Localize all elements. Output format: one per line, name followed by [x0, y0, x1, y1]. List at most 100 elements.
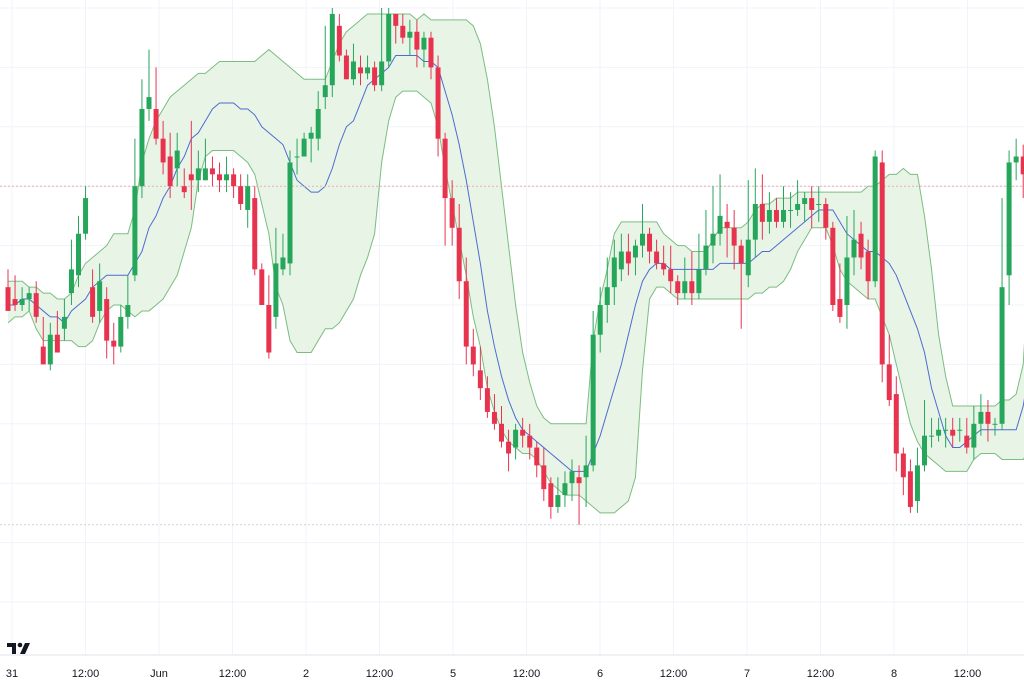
candle-body [111, 341, 116, 347]
candle[interactable] [443, 133, 448, 246]
candle[interactable] [894, 376, 899, 471]
candle-body [407, 32, 412, 38]
candle-body [20, 299, 25, 305]
candle[interactable] [703, 210, 708, 275]
candle-body [978, 412, 983, 424]
candle[interactable] [830, 222, 835, 311]
candle-body [633, 246, 638, 258]
candle-body [351, 61, 356, 79]
candle[interactable] [471, 329, 476, 377]
candle-body [915, 465, 920, 501]
candle[interactable] [1014, 139, 1019, 181]
candle[interactable] [118, 305, 123, 353]
candle-body [323, 85, 328, 97]
candle[interactable] [238, 174, 243, 210]
x-tick-label: 12:00 [219, 668, 247, 680]
candle-body [887, 364, 892, 400]
candle-body [746, 240, 751, 276]
candle-body [661, 263, 666, 269]
x-tick-label: 12:00 [660, 668, 688, 680]
candle[interactable] [132, 139, 137, 282]
x-tick-label: 2 [303, 668, 309, 680]
candle-body [182, 186, 187, 192]
candle[interactable] [259, 263, 264, 305]
candle-body [781, 210, 786, 222]
candle[interactable] [591, 311, 596, 471]
candle[interactable] [1007, 151, 1012, 305]
candle[interactable] [915, 448, 920, 513]
candle-body [76, 234, 81, 276]
candle[interactable] [386, 8, 391, 67]
candle[interactable] [337, 14, 342, 62]
candle[interactable] [887, 335, 892, 406]
candle[interactable] [266, 275, 271, 358]
candle[interactable] [111, 323, 116, 365]
candle[interactable] [901, 448, 906, 496]
candle-body [386, 14, 391, 62]
candle[interactable] [1000, 198, 1005, 430]
candle-body [69, 269, 74, 293]
candle-body [471, 347, 476, 365]
candle-body [788, 210, 793, 211]
tradingview-logo[interactable] [6, 640, 30, 656]
candle-body [859, 234, 864, 258]
candle-body [259, 269, 264, 305]
candle-body [83, 198, 88, 234]
x-tick-label: 12:00 [366, 668, 394, 680]
candle[interactable] [6, 269, 11, 311]
candle-body [711, 234, 716, 246]
candle-body [337, 26, 342, 56]
candle-body [139, 109, 144, 186]
candle-body [654, 252, 659, 264]
candle-body [577, 477, 582, 483]
candle-body [816, 204, 821, 205]
candle[interactable] [210, 157, 215, 187]
candle-body [605, 287, 610, 305]
candle-body [492, 412, 497, 424]
candle[interactable] [83, 186, 88, 239]
candle-body [450, 198, 455, 228]
candle[interactable] [548, 477, 553, 519]
candle-body [527, 436, 532, 448]
tradingview-logo-icon [6, 640, 30, 656]
candle-body [852, 240, 857, 258]
candle-body [6, 287, 11, 311]
candle[interactable] [147, 50, 152, 121]
candle-body [844, 257, 849, 305]
candle[interactable] [217, 162, 222, 192]
candle[interactable] [288, 151, 293, 276]
candle[interactable] [139, 79, 144, 198]
candle[interactable] [252, 186, 257, 275]
candle-body [13, 299, 18, 305]
candle-body [125, 305, 130, 317]
candle-body [231, 174, 236, 186]
candle[interactable] [330, 8, 335, 97]
candle-body [238, 186, 243, 204]
candle-body [739, 246, 744, 264]
candle[interactable] [436, 56, 441, 157]
candle-body [880, 162, 885, 364]
candle-body [457, 228, 462, 281]
candle[interactable] [880, 151, 885, 383]
candle-body [718, 216, 723, 234]
candle-body [591, 335, 596, 466]
candle-body [245, 186, 250, 210]
candle[interactable] [908, 459, 913, 512]
candle[interactable] [154, 67, 159, 144]
candle[interactable] [245, 174, 250, 227]
candle-body [760, 204, 765, 222]
candle[interactable] [224, 157, 229, 193]
candle-body [964, 436, 969, 448]
candle-body [689, 281, 694, 293]
candle[interactable] [873, 151, 878, 288]
x-tick-label: 8 [891, 668, 897, 680]
candle-body [1000, 287, 1005, 424]
candle-body [48, 335, 53, 365]
candle[interactable] [231, 168, 236, 198]
candle-body [97, 281, 102, 311]
candle-body [485, 388, 490, 412]
candle-body [675, 281, 680, 293]
